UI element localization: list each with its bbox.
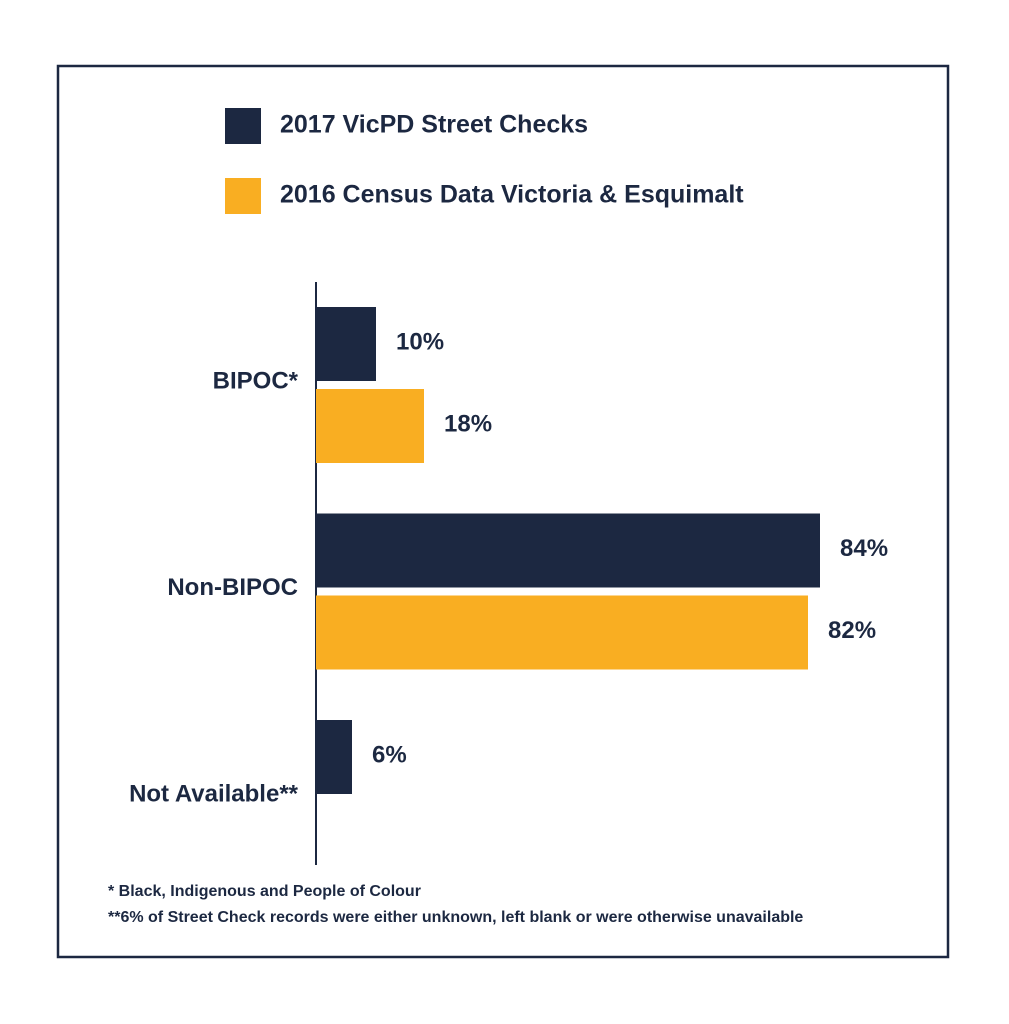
frame bbox=[56, 64, 950, 959]
legend-swatch bbox=[225, 108, 261, 144]
bar bbox=[316, 720, 352, 794]
category-label: BIPOC* bbox=[213, 367, 299, 394]
legend-label: 2017 VicPD Street Checks bbox=[280, 111, 588, 139]
category-label: Not Available** bbox=[129, 780, 299, 807]
bar bbox=[316, 595, 808, 670]
footnote: **6% of Street Check records were either… bbox=[108, 909, 803, 926]
footnote: * Black, Indigenous and People of Colour bbox=[108, 883, 421, 900]
value-label: 82% bbox=[828, 617, 876, 644]
value-label: 6% bbox=[372, 741, 407, 768]
value-label: 84% bbox=[840, 535, 888, 562]
category-label: Non-BIPOC bbox=[167, 574, 298, 601]
bar bbox=[316, 307, 376, 381]
legend-swatch bbox=[225, 178, 261, 214]
bar bbox=[316, 513, 820, 588]
bar bbox=[316, 389, 424, 463]
legend-label: 2016 Census Data Victoria & Esquimalt bbox=[280, 181, 744, 209]
value-label: 10% bbox=[396, 328, 444, 355]
value-label: 18% bbox=[444, 410, 492, 437]
